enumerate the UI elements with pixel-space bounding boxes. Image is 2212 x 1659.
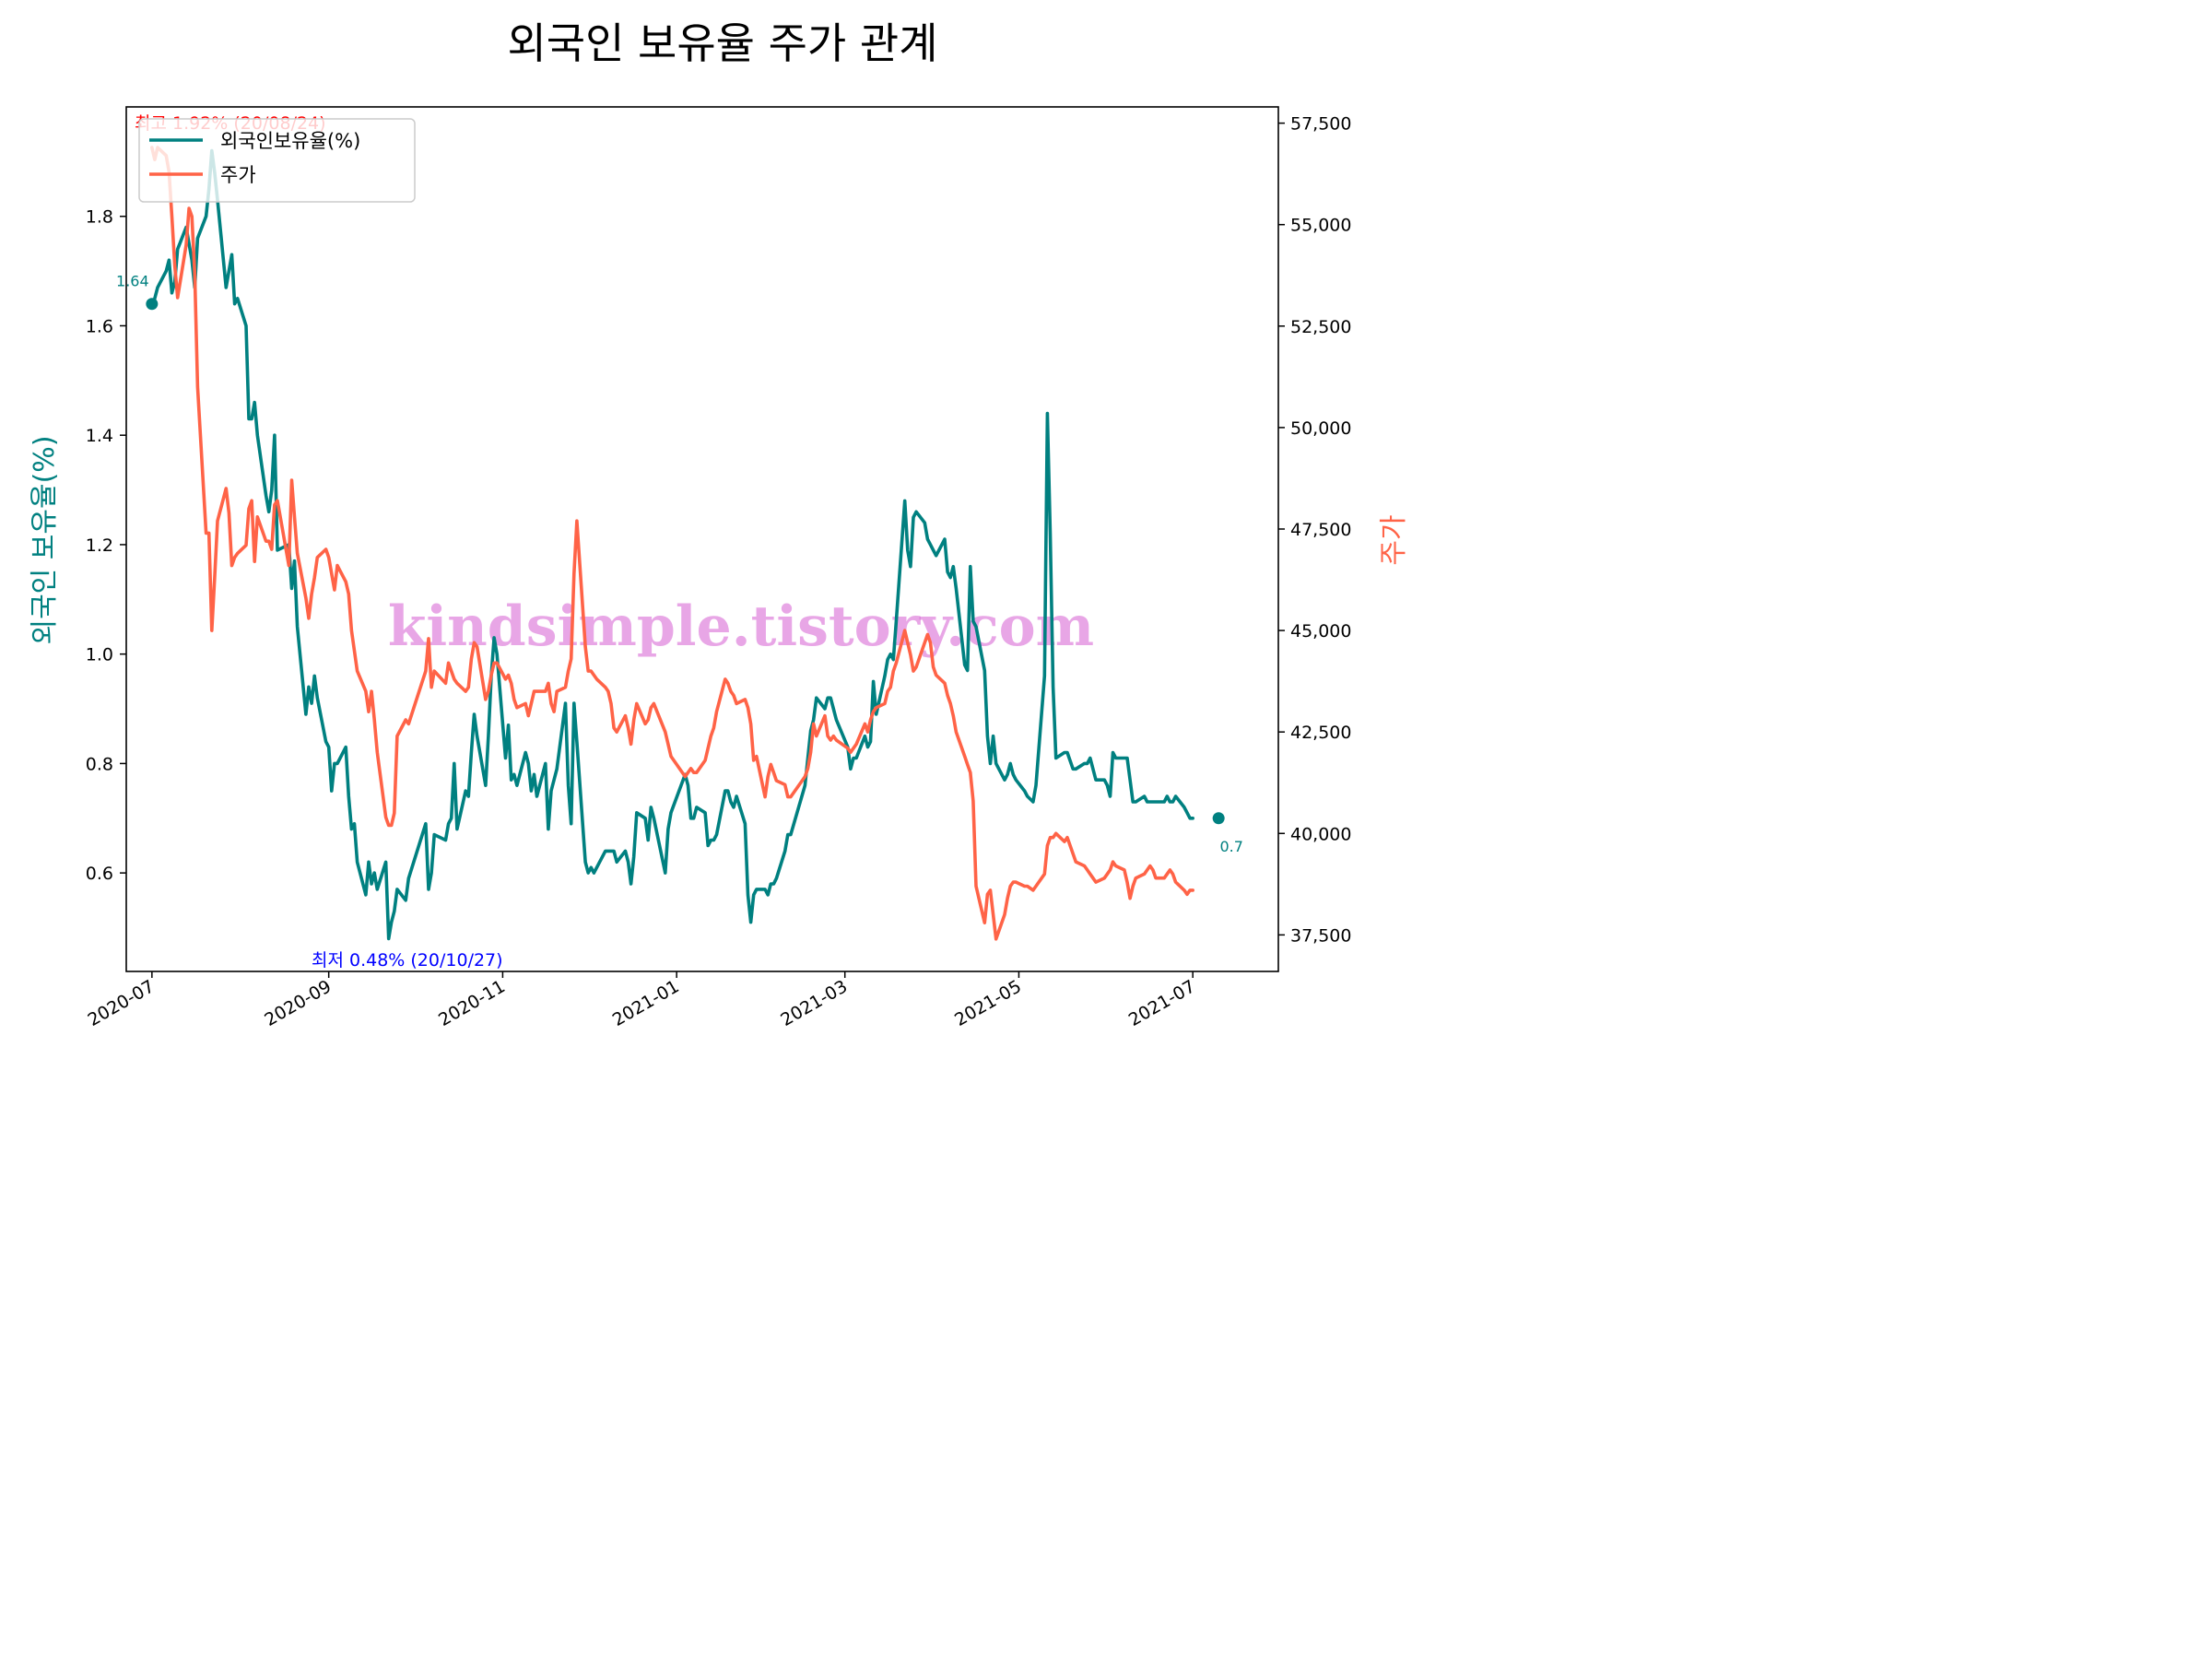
y-axis-left-title: 외국인 보유율(%)	[29, 435, 61, 644]
last-value-marker	[1212, 812, 1225, 825]
y-right-tick-label: 40,000	[1290, 824, 1351, 844]
first-value-label: 1.64	[116, 273, 149, 290]
y-right-tick-label: 45,000	[1290, 621, 1351, 641]
x-tick-label: 2021-07	[1125, 976, 1199, 1030]
first-value-marker	[146, 298, 159, 311]
x-tick-label: 2021-05	[951, 976, 1025, 1030]
legend-label: 외국인보유율(%)	[220, 130, 360, 152]
chart-canvas: 외국인 보유율 주가 관계 kindsimple.tistory.com 1.6…	[29, 18, 1410, 1030]
y-left-tick-label: 0.6	[86, 864, 113, 884]
x-tick-label: 2021-01	[609, 976, 683, 1030]
x-tick-label: 2021-03	[777, 976, 851, 1030]
plot-frame	[125, 106, 1279, 972]
y-left-tick-label: 1.6	[86, 316, 113, 336]
y-left-tick-label: 1.2	[86, 535, 113, 556]
y-right-tick-label: 57,500	[1290, 114, 1351, 135]
y-left-tick-label: 0.8	[86, 754, 113, 774]
plot-background	[126, 107, 1278, 971]
series-line-stock-price	[150, 146, 1194, 941]
x-tick-label: 2020-09	[261, 976, 335, 1030]
y-left-tick-label: 1.8	[86, 207, 113, 228]
legend-label: 주가	[220, 164, 256, 186]
legend-box	[138, 118, 416, 203]
chart-figure: 외국인 보유율 주가 관계 kindsimple.tistory.com 1.6…	[0, 0, 1429, 1071]
min-annotation: 최저 0.48% (20/10/27)	[312, 950, 503, 971]
y-right-tick-label: 50,000	[1290, 418, 1351, 439]
x-tick-label: 2020-07	[85, 976, 159, 1030]
plot-area	[126, 107, 1278, 971]
series-line-foreign-ownership	[150, 148, 1194, 941]
last-value-label: 0.7	[1219, 838, 1242, 855]
y-right-tick-label: 52,500	[1290, 317, 1351, 337]
y-right-tick-label: 37,500	[1290, 925, 1351, 946]
series-layer	[150, 146, 1194, 941]
y-right-tick-label: 55,000	[1290, 216, 1351, 236]
y-axis-right-title: 주가	[1378, 514, 1410, 565]
y-left-tick-label: 1.0	[86, 645, 113, 665]
y-right-tick-label: 47,500	[1290, 520, 1351, 540]
x-tick-label: 2020-11	[435, 976, 509, 1030]
chart-title: 외국인 보유율 주가 관계	[507, 18, 937, 68]
y-right-tick-label: 42,500	[1290, 723, 1351, 743]
legend: 외국인보유율(%) 주가	[138, 118, 416, 203]
y-left-tick-label: 1.4	[86, 426, 113, 446]
